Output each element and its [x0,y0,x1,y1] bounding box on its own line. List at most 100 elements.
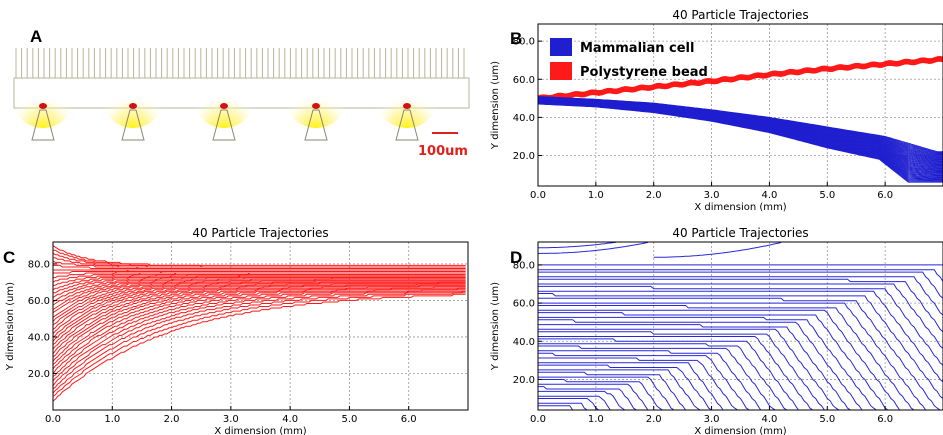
y-tick-label: 20.0 [513,151,535,162]
x-tick-label: 0.0 [530,190,546,201]
particle-trajectory [52,289,466,387]
particle-trajectory [538,357,738,411]
particle-trajectory [52,284,466,362]
y-tick-label: 60.0 [28,296,50,307]
x-tick-label: 6.0 [877,190,893,201]
particle-trajectory [538,283,943,349]
particle-trajectory [52,290,466,390]
particle-trajectory [538,352,750,411]
legend-label: Polystyrene bead [580,65,708,80]
x-tick-label: 2.0 [646,190,662,201]
light-sources [31,103,419,141]
particle-trajectory [53,264,466,269]
particle-trajectory [538,241,617,249]
panel-letter-d: D [510,248,522,267]
y-tick-label: 60.0 [513,75,535,86]
bead-trajectory [537,56,943,97]
particle-trajectory [653,242,782,258]
y-tick-label: 40.0 [513,337,535,348]
y-tick-label: 20.0 [513,375,535,386]
heat-glow [103,72,163,128]
light-cone [31,109,55,141]
x-axis-label: X dimension (mm) [214,426,306,435]
y-tick-label: 80.0 [28,259,50,270]
light-cone [304,109,328,141]
particle-trajectory [538,371,686,411]
x-tick-label: 1.0 [104,414,120,425]
chart-c: 0.0 1.0 2.0 3.0 4.0 5.0 6.0 20.0 40.0 60.0 80.0 40 … [3,226,469,435]
heater-dot [403,103,411,109]
particle-trajectory [538,276,943,316]
chart-title: 40 Particle Trajectories [192,226,328,240]
x-axis-label: X dimension (mm) [694,426,786,435]
particle-trajectory [538,390,626,411]
particle-trajectory [538,324,851,411]
x-tick-label: 3.0 [704,414,720,425]
particle-trajectory [52,293,466,402]
x-tick-label: 2.0 [164,414,180,425]
light-cone [395,109,419,141]
x-tick-label: 5.0 [819,190,835,201]
scale-label: 100um [418,144,468,159]
particle-trajectory [538,316,877,411]
x-tick-label: 3.0 [223,414,239,425]
particle-trajectory [52,286,466,370]
particle-trajectory [538,369,701,411]
particle-trajectory [538,362,724,411]
x-tick-label: 0.0 [45,414,61,425]
particle-trajectory [538,293,943,399]
heater-dot [312,103,320,109]
heat-glow [194,72,254,128]
panel-letter-b: B [510,29,522,48]
particle-trajectory [538,269,943,282]
y-axis-label: Y dimension (um) [490,282,501,371]
particle-trajectory [52,275,466,311]
plot-area [538,242,943,410]
x-tick-label: 0.0 [530,414,546,425]
x-tick-label: 4.0 [282,414,298,425]
particle-trajectory [538,376,675,411]
y-tick-label: 40.0 [513,113,535,124]
particle-trajectory [538,364,712,411]
heat-glow [286,72,346,128]
y-tick-label: 80.0 [513,37,535,48]
legend-label: Mammalian cell [580,41,694,56]
x-axis-label: X dimension (mm) [694,202,786,213]
particle-trajectory [52,278,466,330]
x-tick-label: 6.0 [401,414,417,425]
device-schematic: A 100um [13,27,470,159]
y-tick-label: 40.0 [28,332,50,343]
particle-trajectory [538,312,889,411]
y-tick-label: 60.0 [513,299,535,310]
particle-trajectory [538,338,799,411]
particle-trajectory [52,271,466,283]
electrode-comb [15,48,465,78]
particle-trajectory [538,336,814,411]
x-tick-label: 1.0 [588,190,604,201]
heat-glow [377,72,437,128]
particle-trajectory [52,280,466,338]
particle-trajectory [538,345,776,411]
particle-trajectory [537,241,649,254]
chart-d: 0.0 1.0 2.0 3.0 4.0 5.0 6.0 20.0 40.0 60.0 80.0 40 … [490,226,943,435]
y-tick-label: 20.0 [28,369,50,380]
particle-trajectory [538,297,941,411]
x-tick-label: 6.0 [877,414,893,425]
particle-trajectory [52,290,466,394]
particle-trajectory [52,283,466,355]
particle-trajectory [538,379,663,411]
heating-glows [13,72,437,128]
heater-dot [39,103,47,109]
particle-trajectory [538,331,825,411]
x-tick-label: 5.0 [341,414,357,425]
particle-trajectory [538,405,574,411]
panel-letter-a: A [30,27,42,46]
plot-frame [52,241,469,411]
heat-glow [13,72,73,128]
particle-trajectory [538,395,611,411]
plot-frame [537,241,943,411]
particle-trajectory [52,281,466,346]
particle-trajectory [538,290,943,383]
particle-trajectory [538,328,840,411]
x-tick-label: 4.0 [761,414,777,425]
